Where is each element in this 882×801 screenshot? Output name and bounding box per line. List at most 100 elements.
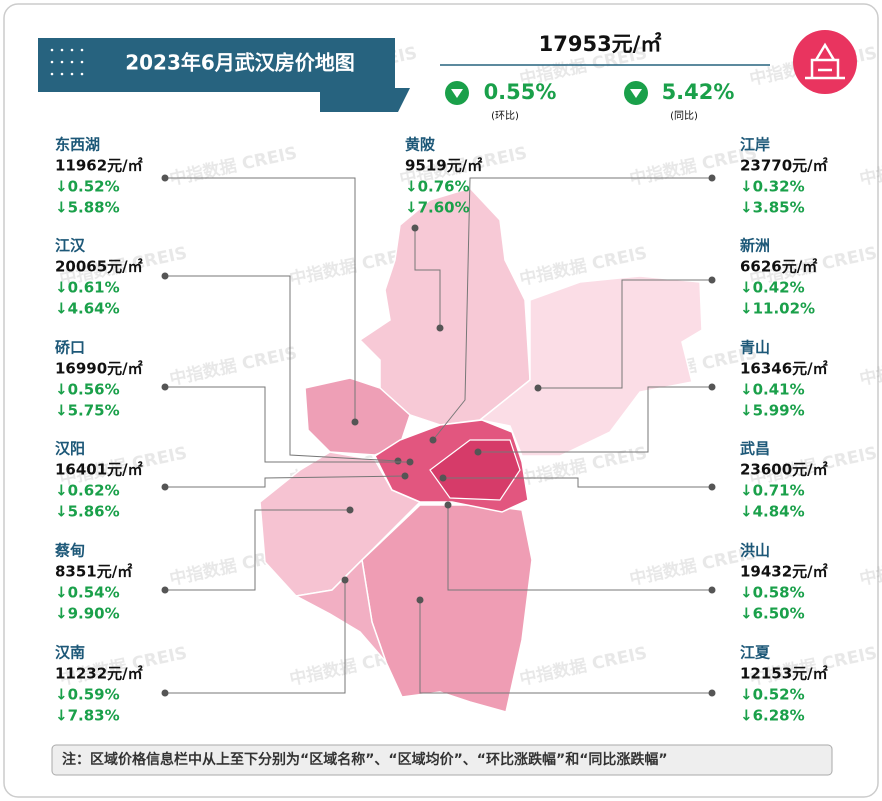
district-price: 23770元/㎡ bbox=[740, 157, 828, 175]
mom: 0.55% bbox=[484, 80, 557, 104]
leader-line bbox=[165, 509, 350, 591]
district-mom: ↓0.52% bbox=[740, 686, 805, 704]
tower-icon bbox=[805, 42, 845, 80]
district-price: 16990元/㎡ bbox=[55, 360, 143, 378]
district-name: 蔡甸 bbox=[54, 542, 85, 560]
district-yoy: ↓6.28% bbox=[740, 707, 805, 725]
district-mom: ↓0.62% bbox=[55, 482, 120, 500]
leader-dot bbox=[411, 224, 419, 232]
leader-line bbox=[538, 279, 712, 389]
district-price: 6626元/㎡ bbox=[740, 258, 817, 276]
leader-dot bbox=[474, 448, 482, 456]
district-name: 汉阳 bbox=[55, 440, 85, 458]
district-name: 汉南 bbox=[55, 644, 85, 662]
leader-dot bbox=[444, 501, 452, 509]
leader-dot bbox=[429, 436, 437, 444]
districts: 东西湖 11962元/㎡ ↓0.52% ↓5.88% 江汉 20065元/㎡ ↓0.61% ↓… bbox=[54, 136, 828, 725]
leader-dot bbox=[708, 586, 716, 594]
leader-dot bbox=[534, 384, 542, 392]
leader-dot bbox=[161, 689, 169, 697]
district-mom: ↓0.41% bbox=[740, 381, 805, 399]
district-yoy: ↓5.99% bbox=[740, 402, 805, 420]
district-name: 东西湖 bbox=[55, 136, 100, 154]
district-price: 19432元/㎡ bbox=[740, 563, 828, 581]
leader-dot bbox=[439, 474, 447, 482]
leader-line bbox=[165, 580, 346, 694]
leader-dot bbox=[394, 457, 402, 465]
district-yoy: ↓9.90% bbox=[55, 605, 120, 623]
district-yoy: ↓5.88% bbox=[55, 199, 120, 217]
note: 注：区域价格信息栏中从上至下分别为“区域名称”、“区域均价”、“环比涨跌幅”和“… bbox=[62, 751, 668, 768]
district-yoy: ↓5.86% bbox=[55, 503, 120, 521]
leader-line bbox=[419, 600, 712, 694]
leader-dot bbox=[161, 174, 169, 182]
district-name: 新洲 bbox=[740, 237, 770, 255]
leader-dot bbox=[161, 272, 169, 280]
leader-dot bbox=[341, 576, 349, 584]
leader-dot bbox=[708, 276, 716, 284]
district-yoy: ↓11.02% bbox=[740, 300, 815, 318]
district-price: 11232元/㎡ bbox=[55, 665, 143, 683]
district-name: 硚口 bbox=[55, 339, 85, 357]
district-mom: ↓0.59% bbox=[55, 686, 120, 704]
district-mom: ↓0.52% bbox=[55, 178, 120, 196]
leader-line bbox=[478, 386, 712, 453]
leader-line bbox=[165, 386, 410, 463]
title: 2023年6月武汉房价地图 bbox=[125, 51, 355, 75]
district-yoy: ↓6.50% bbox=[740, 605, 805, 623]
mom-label: (环比) bbox=[491, 110, 519, 122]
district-mom: ↓0.76% bbox=[405, 178, 470, 196]
district-yoy: ↓3.85% bbox=[740, 199, 805, 217]
district-price: 8351元/㎡ bbox=[55, 563, 132, 581]
leader-dot bbox=[346, 506, 354, 514]
district-mom: ↓0.61% bbox=[55, 279, 120, 297]
leader-dot bbox=[708, 383, 716, 391]
district-yoy: ↓4.84% bbox=[740, 503, 805, 521]
district-mom: ↓0.42% bbox=[740, 279, 805, 297]
banner-dots bbox=[50, 48, 84, 76]
district-price: 20065元/㎡ bbox=[55, 258, 143, 276]
yoy-label: (同比) bbox=[670, 110, 698, 122]
leader-line bbox=[443, 477, 712, 488]
district-price: 23600元/㎡ bbox=[740, 461, 828, 479]
district-name: 洪山 bbox=[740, 542, 770, 560]
district-mom: ↓0.32% bbox=[740, 178, 805, 196]
district-price: 16401元/㎡ bbox=[55, 461, 143, 479]
down-arrow bbox=[451, 89, 463, 98]
district-yoy: ↓7.60% bbox=[405, 199, 470, 217]
leader-dot bbox=[161, 383, 169, 391]
district-price: 16346元/㎡ bbox=[740, 360, 828, 378]
district-name: 青山 bbox=[740, 339, 770, 357]
district-price: 11962元/㎡ bbox=[55, 157, 143, 175]
leader-line bbox=[165, 475, 406, 488]
district-name: 武昌 bbox=[740, 440, 770, 458]
leader-dot bbox=[161, 586, 169, 594]
city-icon bbox=[793, 30, 857, 94]
header: 2023年6月武汉房价地图 17953元/㎡ 0.55% (环比) 5.42% … bbox=[38, 30, 857, 122]
district-mom: ↓0.58% bbox=[740, 584, 805, 602]
leader-line bbox=[165, 275, 399, 462]
region-xinzhou bbox=[478, 275, 703, 457]
district-yoy: ↓7.83% bbox=[55, 707, 120, 725]
district-yoy: ↓4.64% bbox=[55, 300, 120, 318]
district-name: 江夏 bbox=[740, 644, 771, 662]
note-box bbox=[51, 744, 833, 776]
down-arrow bbox=[630, 89, 642, 98]
leader-line bbox=[165, 177, 356, 422]
leader-dot bbox=[401, 472, 409, 480]
leaders bbox=[161, 174, 716, 697]
leader-dot bbox=[416, 596, 424, 604]
leader-dot bbox=[351, 418, 359, 426]
yoy: 5.42% bbox=[662, 80, 735, 104]
leader-line bbox=[414, 228, 441, 328]
leader-dot bbox=[708, 689, 716, 697]
leader-dot bbox=[436, 324, 444, 332]
leader-dot bbox=[406, 458, 414, 466]
avg-price: 17953元/㎡ bbox=[539, 32, 662, 56]
district-mom: ↓0.71% bbox=[740, 482, 805, 500]
district-yoy: ↓5.75% bbox=[55, 402, 120, 420]
leader-dot bbox=[708, 483, 716, 491]
title-banner bbox=[38, 38, 410, 112]
